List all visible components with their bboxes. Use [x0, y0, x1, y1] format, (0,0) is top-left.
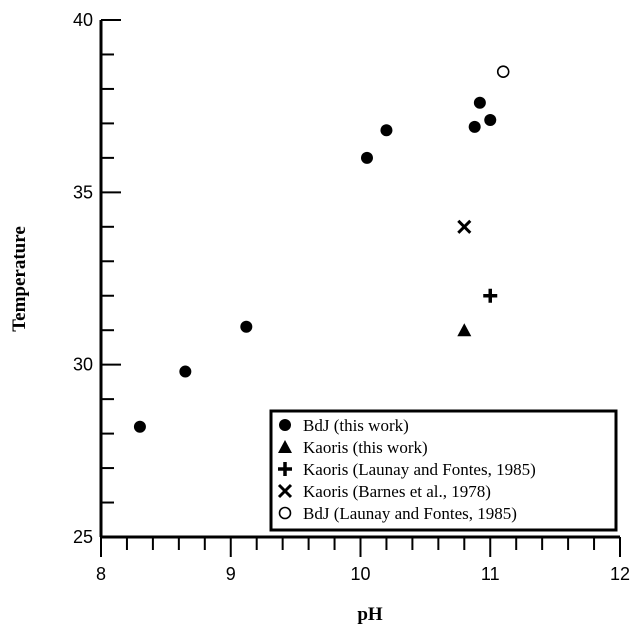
- legend-label: Kaoris (Barnes et al., 1978): [303, 482, 491, 501]
- data-point: [468, 120, 481, 133]
- y-axis-title: Temperature: [9, 226, 30, 332]
- data-point: [484, 113, 497, 126]
- data-point: [240, 320, 253, 333]
- legend-marker: [278, 506, 292, 520]
- data-point: [133, 420, 146, 433]
- legend-marker: [278, 462, 292, 476]
- data-point: [473, 96, 486, 109]
- data-point: [457, 219, 472, 234]
- data-point: [380, 124, 393, 137]
- data-point: [496, 65, 510, 78]
- legend: BdJ (this work) Kaoris (this work) Kaoris …: [269, 409, 618, 532]
- data-point: [483, 288, 498, 303]
- legend-marker: [277, 483, 293, 499]
- data-marks: [133, 65, 510, 433]
- legend-label: Kaoris (Launay and Fontes, 1985): [303, 460, 536, 479]
- x-tick-label: 10: [350, 564, 370, 584]
- legend-label: BdJ (Launay and Fontes, 1985): [303, 504, 517, 523]
- legend-marker: [279, 419, 291, 431]
- x-tick-label: 11: [481, 564, 500, 584]
- x-tick-label: 12: [610, 564, 630, 584]
- legend-label: Kaoris (this work): [303, 438, 428, 457]
- y-tick-label: 25: [73, 527, 93, 547]
- x-tick-label: 9: [226, 564, 236, 584]
- legend-label: BdJ (this work): [303, 416, 409, 435]
- y-tick-label: 35: [73, 182, 93, 202]
- axes: 8 9 10 11 12 25 30 35 40: [73, 10, 630, 584]
- x-tick-label: 8: [96, 564, 106, 584]
- data-point: [179, 365, 192, 378]
- data-point: [457, 323, 472, 337]
- y-tick-label: 30: [73, 355, 93, 375]
- legend-box: [269, 409, 618, 532]
- legend-marker: [278, 440, 292, 453]
- data-point: [360, 151, 373, 164]
- x-axis-title: pH: [357, 604, 383, 624]
- y-tick-label: 40: [73, 10, 93, 30]
